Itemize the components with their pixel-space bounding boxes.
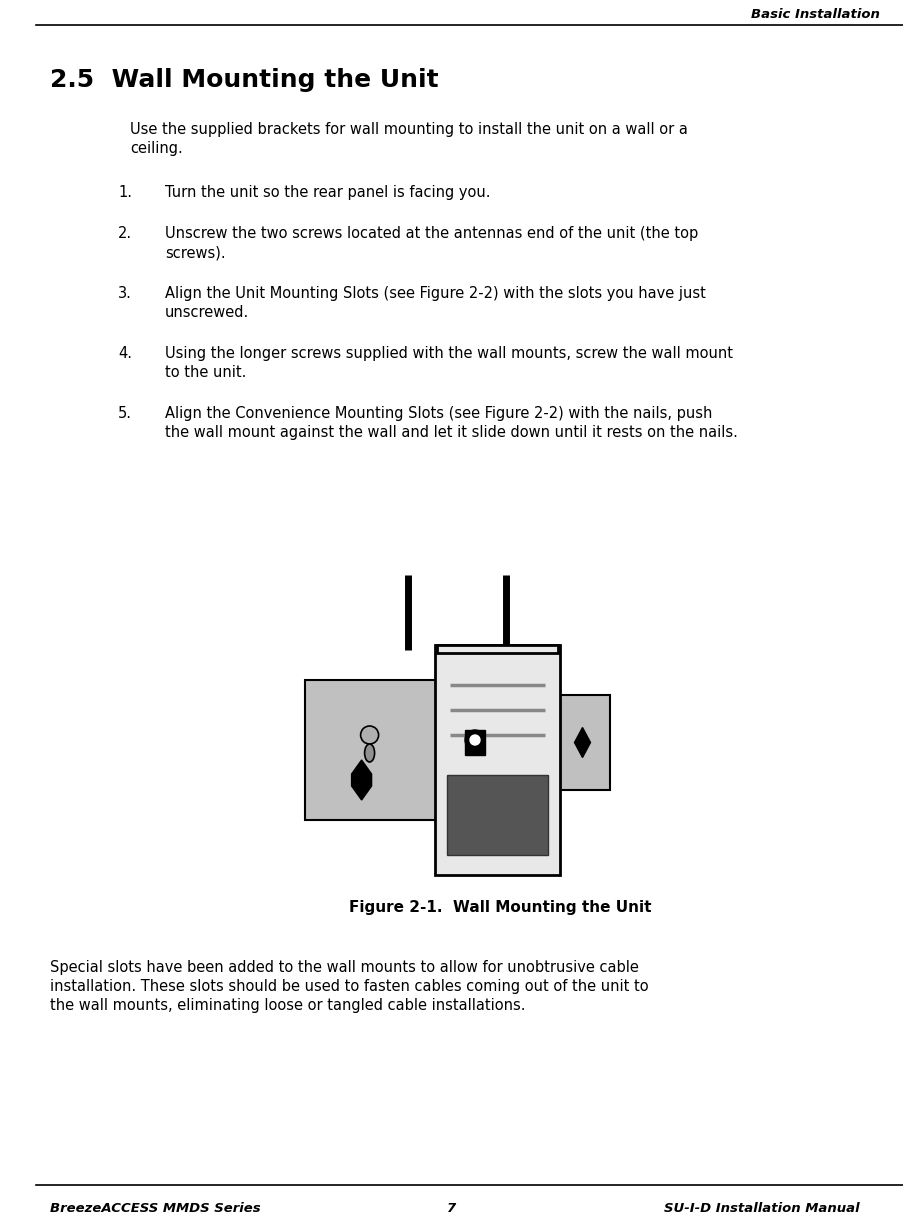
- Circle shape: [464, 730, 485, 750]
- Bar: [434, 644, 559, 876]
- Text: 4.: 4.: [118, 347, 132, 361]
- Text: 2.5  Wall Mounting the Unit: 2.5 Wall Mounting the Unit: [50, 68, 438, 92]
- Text: Basic Installation: Basic Installation: [750, 9, 879, 21]
- Text: to the unit.: to the unit.: [165, 365, 247, 379]
- Bar: [446, 775, 547, 855]
- Bar: [436, 644, 557, 653]
- Text: the wall mount against the wall and let it slide down until it rests on the nail: the wall mount against the wall and let …: [165, 426, 737, 440]
- Text: 1.: 1.: [118, 185, 132, 199]
- Text: the wall mounts, eliminating loose or tangled cable installations.: the wall mounts, eliminating loose or ta…: [50, 998, 525, 1013]
- Text: 3.: 3.: [118, 286, 132, 302]
- Polygon shape: [351, 760, 371, 800]
- Text: screws).: screws).: [165, 244, 226, 260]
- Text: 5.: 5.: [118, 406, 132, 421]
- Circle shape: [470, 734, 479, 745]
- Text: unscrewed.: unscrewed.: [165, 305, 249, 320]
- Text: Figure 2-1.  Wall Mounting the Unit: Figure 2-1. Wall Mounting the Unit: [349, 900, 650, 914]
- Text: Align the Convenience Mounting Slots (see Figure 2-2) with the nails, push: Align the Convenience Mounting Slots (se…: [165, 406, 712, 421]
- Bar: [554, 696, 610, 790]
- Text: Using the longer screws supplied with the wall mounts, screw the wall mount: Using the longer screws supplied with th…: [165, 347, 732, 361]
- Text: Unscrew the two screws located at the antennas end of the unit (the top: Unscrew the two screws located at the an…: [165, 226, 697, 241]
- Text: Use the supplied brackets for wall mounting to install the unit on a wall or a: Use the supplied brackets for wall mount…: [130, 122, 687, 137]
- Ellipse shape: [364, 744, 374, 762]
- Circle shape: [360, 726, 378, 744]
- Text: Turn the unit so the rear panel is facing you.: Turn the unit so the rear panel is facin…: [165, 185, 490, 199]
- Text: Align the Unit Mounting Slots (see Figure 2-2) with the slots you have just: Align the Unit Mounting Slots (see Figur…: [165, 286, 705, 302]
- Text: ceiling.: ceiling.: [130, 141, 182, 156]
- Bar: [304, 680, 474, 820]
- Text: SU-I-D Installation Manual: SU-I-D Installation Manual: [664, 1201, 859, 1215]
- Text: 7: 7: [447, 1201, 456, 1215]
- Polygon shape: [574, 727, 590, 758]
- Text: 2.: 2.: [118, 226, 132, 241]
- Text: BreezeACCESS MMDS Series: BreezeACCESS MMDS Series: [50, 1201, 260, 1215]
- Bar: [464, 730, 485, 755]
- Text: Special slots have been added to the wall mounts to allow for unobtrusive cable: Special slots have been added to the wal…: [50, 959, 638, 975]
- Text: installation. These slots should be used to fasten cables coming out of the unit: installation. These slots should be used…: [50, 979, 648, 993]
